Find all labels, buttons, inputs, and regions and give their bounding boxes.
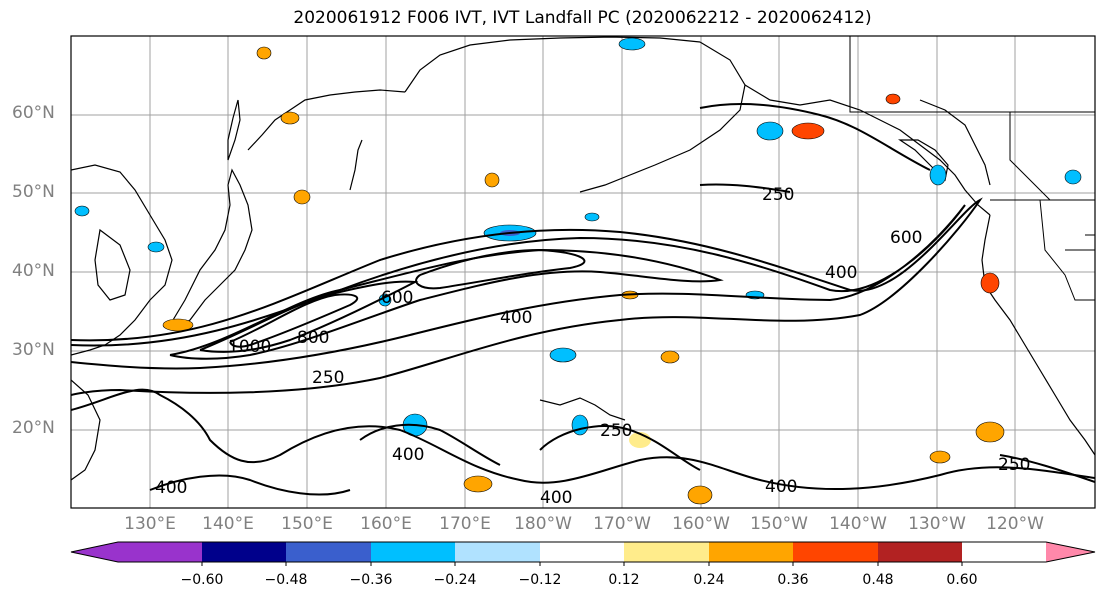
colorbar-tick-label: −0.12 (518, 572, 562, 588)
contour-label: 600 (381, 288, 413, 308)
contour-label: 400 (540, 488, 572, 508)
colorbar-segment (878, 542, 962, 562)
contour-label: 250 (762, 185, 794, 205)
colorbar-segment (793, 542, 878, 562)
lon-label: 120°W (986, 514, 1044, 534)
colorbar-tick-label: 0.48 (862, 572, 894, 588)
colorbar-tick-label: −0.60 (180, 572, 224, 588)
contour-label: 400 (392, 445, 424, 465)
contour-label: 250 (312, 368, 344, 388)
colorbar-tick-label: 0.12 (608, 572, 640, 588)
lat-label: 20°N (12, 418, 55, 438)
lon-label: 170°E (439, 514, 491, 534)
pc-shading (74, 37, 1082, 505)
lon-label: 130°W (908, 514, 966, 534)
colorbar-segment (709, 542, 793, 562)
colorbar-tick-label: 0.60 (946, 572, 978, 588)
lon-label: 150°E (281, 514, 333, 534)
lon-label: 160°W (672, 514, 730, 534)
contour-label: 400 (500, 308, 532, 328)
contour-label: 1000 (228, 337, 271, 357)
contour-label: 400 (155, 478, 187, 498)
colorbar-segment (202, 542, 286, 562)
borders (849, 36, 1095, 301)
colorbar-tick-label: −0.36 (349, 572, 393, 588)
contour-label: 400 (825, 263, 857, 283)
colorbar-outline (70, 541, 1096, 563)
colorbar-segment (118, 542, 202, 562)
lat-label: 60°N (12, 103, 55, 123)
colorbar-segment (624, 542, 709, 562)
colorbar-tick-label: 0.24 (693, 572, 725, 588)
map-title: 2020061912 F006 IVT, IVT Landfall PC (20… (293, 8, 872, 28)
colorbar-segment (540, 542, 624, 562)
map-frame (70, 35, 1096, 509)
colorbar-extend-low (71, 542, 118, 562)
colorbar-tick-label: 0.36 (777, 572, 809, 588)
lon-label: 140°E (202, 514, 254, 534)
lon-label: 180°W (514, 514, 572, 534)
lon-label: 170°W (593, 514, 651, 534)
colorbar-segment (371, 542, 455, 562)
lon-label: 150°W (750, 514, 808, 534)
lat-label: 50°N (12, 182, 55, 202)
contour-label: 400 (765, 477, 797, 497)
contour-label: 250 (998, 455, 1030, 475)
contour-label: 800 (297, 328, 329, 348)
ivt-contours (71, 103, 1095, 496)
colorbar-extend-high (1046, 542, 1095, 562)
lat-label: 30°N (12, 340, 55, 360)
colorbar-tick-label: −0.24 (433, 572, 477, 588)
contour-labels: 250 400 400 400 400 400 400 600 600 800 … (155, 185, 1030, 508)
colorbar-segment (455, 542, 540, 562)
contour-label: 600 (890, 228, 922, 248)
colorbar-tick-label: −0.48 (264, 572, 308, 588)
colorbar-segment (286, 542, 371, 562)
lat-label: 40°N (12, 261, 55, 281)
contour-label: 250 (600, 421, 632, 441)
lon-label: 140°W (829, 514, 887, 534)
lon-label: 160°E (360, 514, 412, 534)
lon-label: 130°E (124, 514, 176, 534)
colorbar (70, 541, 1096, 566)
